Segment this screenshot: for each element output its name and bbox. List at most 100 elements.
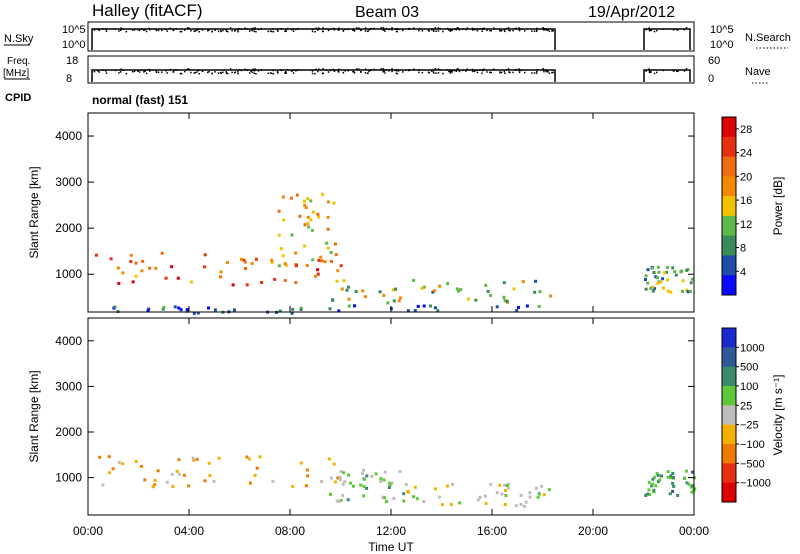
nave-dot: [338, 68, 340, 71]
nsearch-dot: [451, 28, 453, 31]
nsearch-dot: [535, 30, 538, 33]
data-cell: [335, 279, 339, 283]
nsearch-dot: [131, 29, 134, 31]
nsearch-dot: [685, 27, 688, 29]
nsearch-dot: [254, 27, 256, 29]
nsearch-dot: [380, 27, 382, 29]
data-cell: [182, 473, 186, 477]
nave-dot: [535, 72, 538, 74]
nsearch-dot: [662, 28, 664, 30]
nsearch-dot: [435, 30, 437, 32]
nsearch-dot: [451, 29, 453, 32]
data-cell: [290, 233, 294, 237]
nsearch-dot: [267, 30, 269, 33]
data-cell: [644, 278, 647, 281]
nave-dot: [368, 70, 370, 72]
data-cell: [458, 501, 462, 505]
nave-dot: [456, 68, 458, 71]
nsearch-dot: [234, 30, 236, 32]
nsearch-dot: [114, 28, 117, 30]
nsearch-dot: [125, 30, 128, 33]
data-cell: [431, 290, 435, 294]
nsearch-dot: [518, 29, 521, 32]
data-cell: [486, 289, 490, 293]
power-colorbar: 4 8 12 16 20 24 28: [721, 116, 752, 296]
nave-dot: [131, 71, 134, 73]
data-cell: [446, 282, 450, 286]
nsearch-dot: [332, 27, 335, 30]
data-cell: [185, 309, 189, 313]
data-cell: [691, 470, 694, 474]
data-cell: [685, 469, 688, 473]
data-cell: [534, 486, 538, 490]
data-cell: [295, 193, 299, 197]
nave-dot: [237, 72, 239, 75]
data-cell: [382, 478, 386, 482]
nave-dot: [97, 69, 99, 71]
nsearch-dot: [237, 30, 239, 33]
data-cell: [672, 484, 676, 488]
data-cell: [681, 279, 685, 283]
freq-panel-frame: [87, 55, 695, 84]
nave-dot: [418, 69, 421, 71]
data-cell: [195, 457, 199, 461]
data-cell: [329, 251, 333, 254]
data-cell: [339, 498, 343, 502]
colorbar-segment: [722, 255, 736, 276]
nsearch-dot: [388, 28, 390, 31]
nsearch-dot: [93, 29, 96, 31]
nsearch-dot: [433, 30, 435, 32]
nsearch-dot: [155, 29, 158, 32]
data-cell: [270, 260, 274, 264]
data-cell: [347, 304, 351, 308]
data-cell: [412, 278, 416, 282]
data-cell: [392, 497, 396, 500]
nave-dot: [172, 71, 174, 73]
data-cell: [379, 477, 383, 481]
nave-dot: [360, 71, 362, 73]
nsearch-dot: [188, 27, 190, 30]
data-cell: [271, 479, 275, 483]
data-cell: [652, 287, 656, 291]
nsearch-dot: [292, 28, 295, 30]
nsearch-dot: [253, 28, 256, 31]
data-cell: [538, 290, 542, 294]
nave-dot: [141, 69, 143, 71]
nave-dot: [333, 70, 336, 72]
data-cell: [517, 305, 520, 309]
data-cell: [295, 264, 298, 268]
data-cell: [347, 285, 351, 289]
nsearch-dot: [155, 28, 158, 31]
nsearch-dot: [356, 27, 358, 29]
colorbar-tick-label: −25: [740, 420, 759, 432]
nsearch-dot: [295, 28, 297, 31]
data-cell: [438, 495, 441, 499]
nave-dot: [220, 72, 222, 75]
nsearch-dot: [174, 28, 177, 30]
nave-dot: [292, 69, 295, 71]
nave-dot: [437, 68, 440, 70]
nave-dot: [322, 68, 324, 70]
nsearch-dot: [428, 30, 430, 32]
data-cell: [664, 270, 668, 274]
nave-dot: [272, 73, 275, 75]
data-cell: [316, 268, 320, 272]
nsearch-dot: [394, 28, 397, 30]
nsearch-dot: [119, 29, 122, 31]
nave-dot: [448, 70, 450, 73]
data-cell: [310, 228, 314, 232]
nave-dot: [542, 68, 544, 70]
nave-dot: [244, 68, 246, 71]
data-cell: [451, 483, 455, 486]
nsearch-dot: [102, 28, 104, 30]
data-cell: [326, 200, 330, 204]
data-cell: [305, 264, 309, 267]
data-cell: [203, 253, 207, 257]
data-cell: [153, 483, 157, 487]
nave-dot: [430, 70, 433, 72]
data-cell: [646, 281, 650, 285]
data-cell: [175, 469, 179, 473]
nave-dot: [252, 69, 254, 71]
nave-dot: [394, 69, 397, 72]
colorbar-segment: [722, 405, 736, 426]
